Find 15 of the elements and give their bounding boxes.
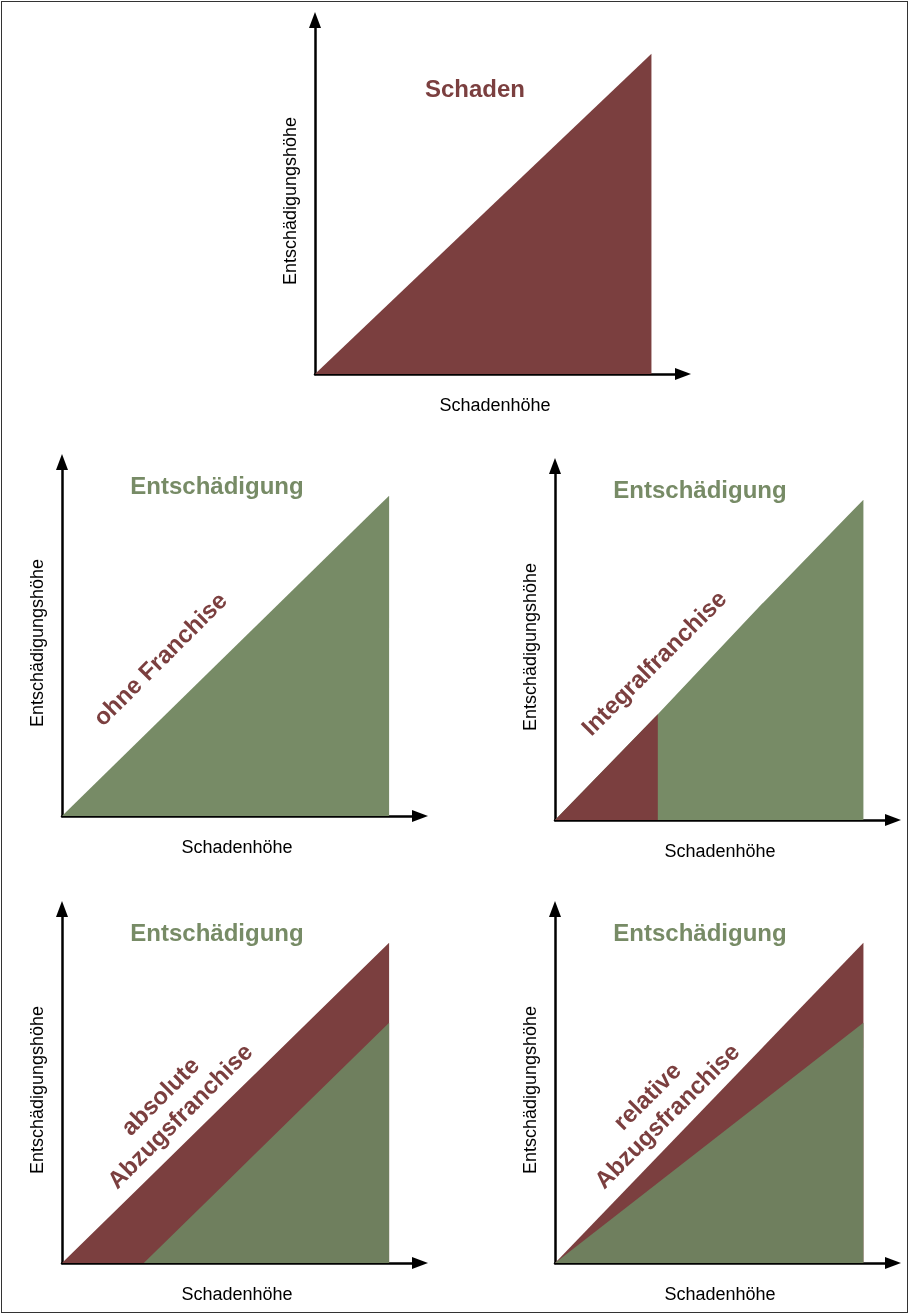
chart-title: Entschädigung (613, 475, 787, 503)
text: Schaden (424, 74, 526, 102)
x-axis-title: Schadenhöhe (439, 395, 551, 415)
x-axis-title: Schadenhöhe (181, 837, 293, 857)
y-axis-title: Entschädigungshöhe (520, 562, 540, 732)
y-axis-title: Entschädigungshöhe (520, 1005, 540, 1175)
chart-title: Entschädigung (130, 471, 304, 499)
x-axis-title: Schadenhöhe (664, 1284, 776, 1304)
y-axis-title: Entschädigungshöhe (27, 1005, 47, 1175)
chart-title: Entschädigung (130, 918, 304, 946)
chart-title: Entschädigung (613, 918, 787, 946)
y-axis-title: Entschädigungshöhe (280, 116, 300, 286)
y-axis-title: Entschädigungshöhe (27, 558, 47, 728)
x-axis-title: Schadenhöhe (664, 841, 776, 861)
x-axis-title: Schadenhöhe (181, 1284, 293, 1304)
